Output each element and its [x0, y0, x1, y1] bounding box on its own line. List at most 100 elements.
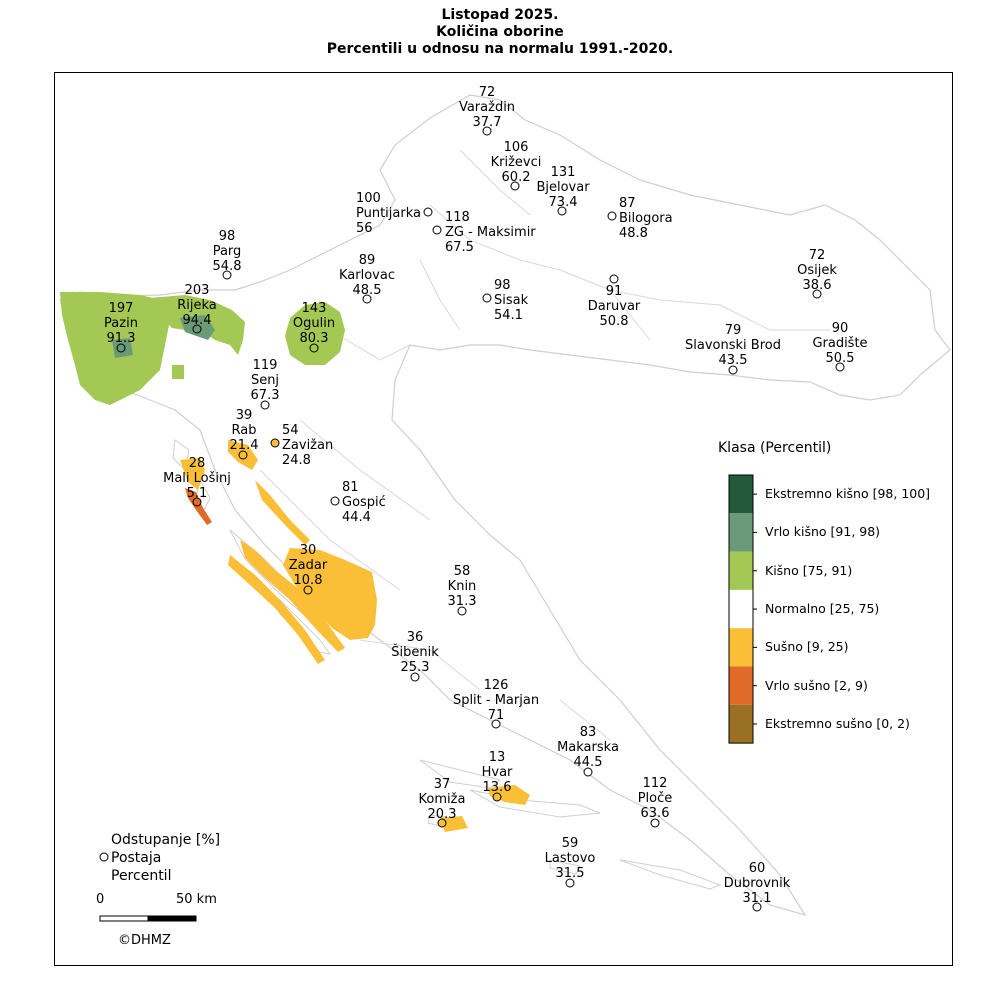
station-deviation: 197 — [108, 301, 134, 316]
station-percentile: 56 — [356, 221, 373, 236]
station-percentile: 67.3 — [250, 388, 280, 403]
losinj-vrlo-susno-area — [185, 488, 212, 525]
station-label: 28 Mali Lošinj 5.1 — [163, 456, 231, 501]
county-borders — [259, 149, 830, 741]
legend-class-label: Vrlo sušno [2, 9) — [765, 677, 868, 693]
station-marker — [557, 206, 567, 216]
scale-start-label: 0 — [96, 892, 105, 907]
legend-class-label: Normalno [25, 75) — [765, 601, 880, 617]
map-title-month: Listopad 2025. — [441, 7, 559, 23]
station-name: Bilogora — [619, 211, 673, 226]
station-marker — [309, 343, 319, 353]
station-name: Senj — [250, 373, 280, 388]
station-label: 83 Makarska 44.5 — [557, 725, 619, 770]
station-deviation: 59 — [561, 836, 579, 851]
station-marker — [752, 902, 762, 912]
station-name: Pazin — [104, 316, 138, 331]
station-marker — [362, 294, 372, 304]
legend-class-label: Vrlo kišno [91, 98) — [765, 524, 881, 540]
legend-class-label: Ekstremno sušno [0, 2) — [765, 715, 910, 731]
station-marker — [260, 400, 270, 410]
station-deviation: 98 — [494, 278, 511, 293]
station-label: 36 Šibenik 25.3 — [391, 630, 439, 675]
station-deviation: 60 — [748, 861, 766, 876]
station-label: 119 Senj 67.3 — [251, 358, 280, 403]
station-label: 79 Slavonski Brod 43.5 — [685, 323, 781, 368]
station-deviation: 54 — [282, 423, 299, 438]
station-marker — [491, 719, 501, 729]
station-deviation: 37 — [433, 777, 451, 792]
station-marker — [650, 818, 660, 828]
station-deviation: 118 — [445, 210, 470, 225]
legend-swatch — [729, 589, 753, 629]
scale-bar-black — [147, 915, 197, 922]
station-percentile: 38.6 — [802, 278, 832, 293]
legend-colorbar — [728, 474, 757, 744]
station-percentile: 10.8 — [293, 573, 323, 588]
station-marker — [410, 672, 420, 682]
station-deviation: 28 — [188, 456, 206, 471]
krk-kisno-area — [172, 365, 184, 379]
station-deviation: 106 — [503, 140, 529, 155]
station-deviation: 30 — [299, 543, 317, 558]
map-title-normal: Percentili u odnosu na normalu 1991.-202… — [326, 41, 674, 57]
station-name: Knin — [447, 579, 477, 594]
station-percentile: 20.3 — [427, 807, 457, 822]
station-deviation: 91 — [605, 284, 623, 299]
station-deviation: 72 — [808, 248, 826, 263]
station-percentile: 44.4 — [342, 510, 371, 525]
station-name: Puntijarka — [356, 206, 421, 221]
station-label: 100 Puntijarka 56 — [356, 191, 421, 236]
station-percentile: 13.6 — [482, 780, 512, 795]
station-percentile: 31.5 — [555, 866, 585, 881]
legend-class-label: Ekstremno kišno [98, 100] — [765, 486, 931, 502]
station-name: Gospić — [342, 495, 386, 510]
station-label: 91 Daruvar 50.8 — [588, 284, 641, 329]
station-deviation: 13 — [488, 750, 506, 765]
station-percentile: 21.4 — [229, 438, 259, 453]
station-deviation: 131 — [550, 165, 576, 180]
legend-swatch — [729, 704, 753, 744]
station-name: Bjelovar — [536, 180, 590, 195]
station-marker — [192, 324, 202, 334]
legend-title: Klasa (Percentil) — [718, 440, 832, 456]
station-name: Komiža — [418, 792, 466, 807]
station-marker — [565, 878, 575, 888]
legend-swatch — [729, 628, 753, 667]
station-marker — [583, 767, 593, 777]
station-marker — [238, 450, 248, 460]
copyright: ©DHMZ — [118, 933, 171, 948]
station-name: Lastovo — [544, 851, 596, 866]
station-name: Križevci — [490, 155, 542, 170]
station-label: 60 Dubrovnik 31.1 — [724, 861, 791, 906]
station-label: 112 Ploče 63.6 — [638, 776, 673, 821]
station-marker — [835, 362, 845, 372]
station-percentile: 67.5 — [445, 240, 474, 255]
map-frame — [54, 72, 953, 966]
station-marker — [812, 289, 822, 299]
map-title-variable: Količina oborine — [436, 24, 564, 40]
key-percentile-label: Percentil — [111, 868, 172, 884]
station-label: 98 Parg 54.8 — [213, 229, 242, 274]
station-percentile: 25.3 — [400, 660, 430, 675]
station-name: Slavonski Brod — [685, 338, 781, 353]
station-name: Karlovac — [339, 268, 395, 283]
station-label: 131 Bjelovar 73.4 — [536, 165, 589, 210]
station-percentile: 48.5 — [352, 283, 382, 298]
station-marker — [437, 818, 447, 828]
station-deviation: 83 — [579, 725, 597, 740]
station-deviation: 72 — [478, 85, 496, 100]
station-marker — [482, 293, 492, 303]
station-deviation: 81 — [342, 480, 359, 495]
station-marker — [192, 497, 202, 507]
station-label: 118 ZG - Maksimir 67.5 — [445, 210, 536, 255]
station-percentile: 50.5 — [825, 351, 855, 366]
zadar-susno-area — [283, 548, 377, 640]
station-percentile: 43.5 — [718, 353, 748, 368]
legend-class-label: Sušno [9, 25) — [765, 639, 849, 655]
station-label: 197 Pazin 91.3 — [104, 301, 138, 346]
ogulin-kisno-area — [285, 302, 345, 365]
hvar-susno-area — [488, 785, 530, 805]
station-label: 126 Split - Marjan 71 — [453, 678, 539, 723]
